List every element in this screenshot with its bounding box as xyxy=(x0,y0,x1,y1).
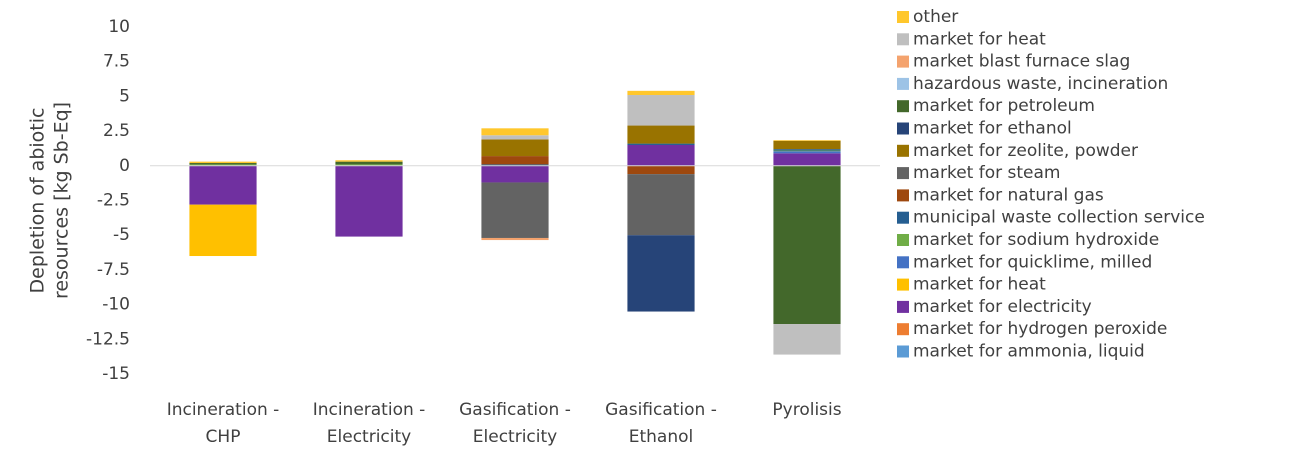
legend-swatch xyxy=(897,211,909,224)
x-tick-label: Gasification -Ethanol xyxy=(605,400,717,447)
y-tick-label: -12.5 xyxy=(86,329,130,349)
legend-label: market for heat xyxy=(913,29,1046,49)
x-tick-label: Gasification -Electricity xyxy=(459,400,571,447)
bar-segment xyxy=(335,160,403,162)
y-axis-label: resources [kg Sb-Eq] xyxy=(51,102,73,299)
y-tick-label: -15 xyxy=(102,364,130,384)
legend-swatch xyxy=(897,122,909,135)
legend-label: market blast furnace slag xyxy=(913,52,1130,72)
y-tick-label: 5 xyxy=(119,86,130,106)
legend-swatch xyxy=(897,55,909,68)
legend-label: municipal waste collection service xyxy=(913,208,1205,228)
bar-segment xyxy=(189,165,257,205)
bar-segment xyxy=(189,163,257,165)
x-tick-label: Incineration -Electricity xyxy=(313,400,426,447)
legend-label: hazardous waste, incineration xyxy=(913,74,1168,94)
bar-segment xyxy=(481,156,549,165)
bar-segment xyxy=(627,125,695,144)
bar-segment xyxy=(335,165,403,237)
bar-segment xyxy=(627,144,695,166)
legend-label: market for sodium hydroxide xyxy=(913,230,1159,250)
bar-segment xyxy=(627,174,695,236)
y-tick-label: 2.5 xyxy=(103,121,130,141)
legend-swatch xyxy=(897,323,909,336)
bar-segment xyxy=(627,235,695,312)
bar-segment xyxy=(189,164,257,166)
legend-swatch xyxy=(897,11,909,23)
legend-label: market for petroleum xyxy=(913,96,1095,116)
bar-segment xyxy=(627,95,695,126)
legend-label: market for hydrogen peroxide xyxy=(913,319,1167,339)
legend-swatch xyxy=(897,189,909,202)
legend-swatch xyxy=(897,100,909,113)
legend-swatch xyxy=(897,167,909,180)
bar-segment xyxy=(773,324,841,355)
legend-swatch xyxy=(897,256,909,269)
legend-swatch xyxy=(897,234,909,246)
legend-label: market for steam xyxy=(913,163,1060,183)
bar-segment xyxy=(627,90,695,96)
bar-segment xyxy=(481,237,549,241)
bar-segment xyxy=(773,150,841,152)
y-tick-label: -5 xyxy=(113,225,130,245)
bar-segment xyxy=(189,161,257,164)
bar-segment xyxy=(773,151,841,154)
x-tick-label: Incineration -CHP xyxy=(167,400,280,447)
y-tick-label: -7.5 xyxy=(97,260,130,280)
legend-label: market for ammonia, liquid xyxy=(913,342,1145,362)
bar-segment xyxy=(481,165,549,183)
bar-segment xyxy=(189,204,257,257)
y-tick-label: -10 xyxy=(102,295,130,315)
legend-label: market for natural gas xyxy=(913,185,1104,205)
y-tick-label: 10 xyxy=(108,17,130,37)
legend-swatch xyxy=(897,345,909,358)
legend-swatch xyxy=(897,144,909,157)
bar-segment xyxy=(773,140,841,150)
bar-segment xyxy=(481,139,549,157)
y-axis-label: Depletion of abiotic xyxy=(27,108,49,294)
y-tick-label: -2.5 xyxy=(97,191,130,211)
legend-label: market for ethanol xyxy=(913,119,1072,139)
bar-segment xyxy=(335,164,403,166)
y-tick-label: 7.5 xyxy=(103,52,130,72)
legend-label: other xyxy=(913,7,958,27)
y-tick-label: 0 xyxy=(119,156,130,176)
bar-segment xyxy=(773,165,841,325)
bar-segment xyxy=(481,128,549,136)
bar-segment xyxy=(335,161,403,165)
bar-segment xyxy=(773,140,841,141)
legend-label: market for zeolite, powder xyxy=(913,141,1138,161)
legend-label: market for quicklime, milled xyxy=(913,252,1152,272)
bar-segment xyxy=(481,135,549,140)
legend-swatch xyxy=(897,33,909,46)
bar-segment xyxy=(481,182,549,238)
legend-swatch xyxy=(897,278,909,291)
bar-segment xyxy=(627,143,695,145)
bar-segment xyxy=(773,153,841,166)
legend-label: market for electricity xyxy=(913,297,1092,317)
legend-label: market for heat xyxy=(913,275,1046,295)
bar-segment xyxy=(627,165,695,175)
legend-swatch xyxy=(897,300,909,313)
bar-segment xyxy=(481,164,549,166)
legend-swatch xyxy=(897,77,909,90)
x-tick-label: Pyrolisis xyxy=(772,400,841,420)
bar-segment xyxy=(773,149,841,151)
